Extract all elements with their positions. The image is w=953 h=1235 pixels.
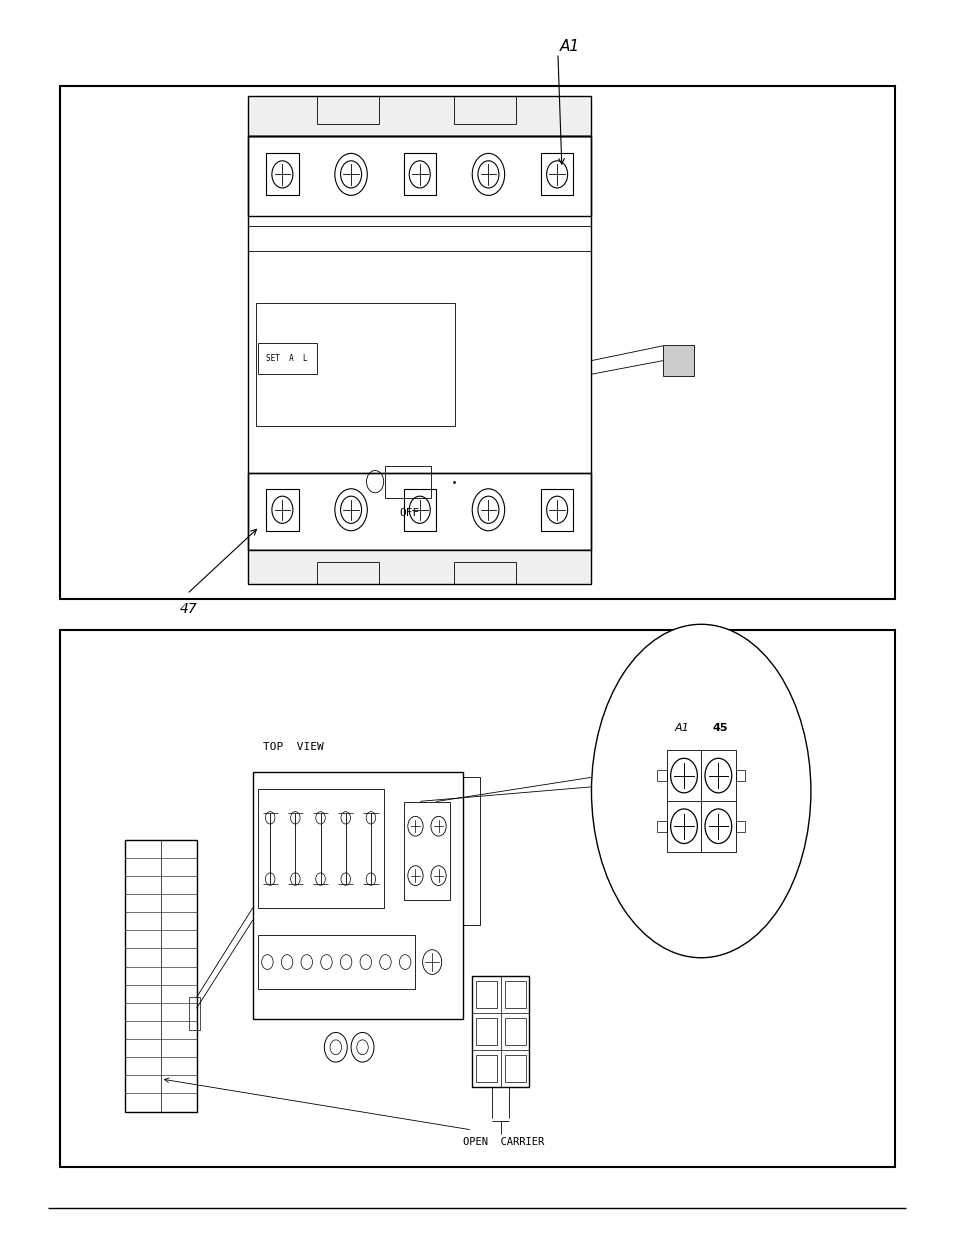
Bar [504, 981, 525, 1008]
Bar [403, 489, 436, 531]
Bar [735, 771, 744, 782]
Bar [476, 1018, 497, 1045]
Bar [266, 489, 298, 531]
Bar [662, 345, 693, 375]
Bar [735, 820, 744, 832]
Text: A1: A1 [559, 40, 579, 54]
Bar [657, 820, 666, 832]
Bar [476, 1055, 497, 1082]
Bar [476, 981, 497, 1008]
Bar [540, 153, 573, 195]
Bar [657, 771, 666, 782]
Text: TOP  VIEW: TOP VIEW [263, 742, 324, 752]
Text: 47: 47 [179, 601, 197, 616]
Text: 45: 45 [712, 722, 727, 732]
Bar [504, 1018, 525, 1045]
Bar [248, 136, 591, 550]
Bar [257, 342, 316, 373]
Bar [403, 802, 450, 900]
Text: A1: A1 [674, 722, 689, 732]
Bar [504, 1055, 525, 1082]
Bar [462, 777, 479, 925]
Bar [403, 153, 436, 195]
Bar [125, 840, 196, 1112]
Bar [248, 550, 591, 584]
Bar [60, 630, 894, 1167]
Text: OFF: OFF [399, 508, 419, 517]
Text: OPEN  CARRIER: OPEN CARRIER [462, 1137, 543, 1147]
Bar [266, 153, 298, 195]
Ellipse shape [591, 625, 810, 958]
Bar [257, 935, 415, 989]
Bar [248, 96, 591, 136]
Bar [666, 750, 735, 852]
Bar [472, 976, 529, 1087]
Bar [60, 86, 894, 599]
Text: SET  A  L: SET A L [266, 353, 308, 363]
Bar [248, 473, 591, 550]
Bar [257, 789, 383, 908]
Bar [253, 772, 462, 1019]
Bar [255, 303, 455, 426]
Bar [540, 489, 573, 531]
Bar [189, 998, 200, 1030]
Bar [248, 136, 591, 216]
Bar [385, 466, 431, 498]
